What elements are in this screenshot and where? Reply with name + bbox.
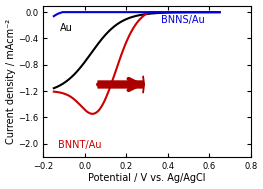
Text: BNNT/Au: BNNT/Au: [58, 140, 102, 150]
Text: Au: Au: [60, 22, 73, 33]
Text: BNNS/Au: BNNS/Au: [161, 15, 204, 25]
X-axis label: Potential / V vs. Ag/AgCl: Potential / V vs. Ag/AgCl: [88, 174, 206, 184]
Y-axis label: Current density / mAcm⁻²: Current density / mAcm⁻²: [6, 19, 16, 144]
